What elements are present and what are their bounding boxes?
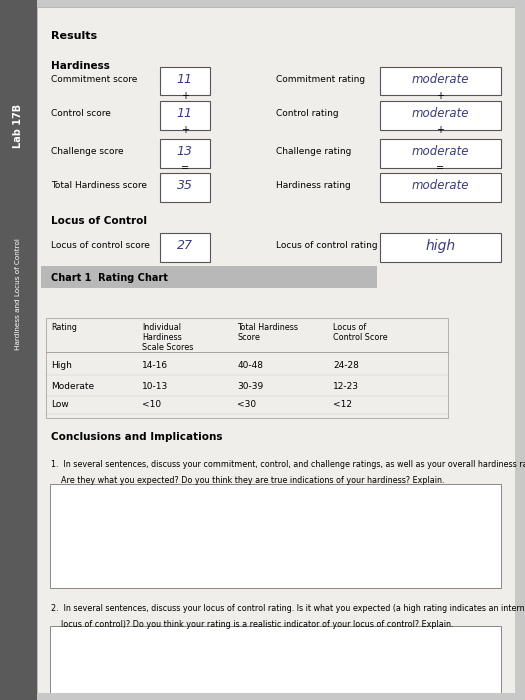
Text: 14-16: 14-16 [142,361,168,370]
Text: Commitment rating: Commitment rating [276,74,365,83]
Text: 11: 11 [177,107,193,120]
Text: =: = [436,163,445,173]
Text: Control rating: Control rating [276,108,338,118]
Text: 30-39: 30-39 [237,382,264,391]
Text: +: + [181,125,189,136]
Text: Lab 17B: Lab 17B [13,104,24,148]
Text: Rating: Rating [51,323,77,332]
FancyBboxPatch shape [380,233,501,262]
Text: Hardiness rating: Hardiness rating [276,181,350,190]
Text: High: High [51,361,72,370]
Text: locus of control)? Do you think your rating is a realistic indicator of your loc: locus of control)? Do you think your rat… [51,620,454,629]
Text: 2.  In several sentences, discuss your locus of control rating. Is it what you e: 2. In several sentences, discuss your lo… [51,604,525,612]
FancyBboxPatch shape [160,233,209,262]
FancyBboxPatch shape [380,173,501,202]
Text: Are they what you expected? Do you think they are true indications of your hardi: Are they what you expected? Do you think… [51,475,445,484]
FancyBboxPatch shape [380,66,501,95]
FancyBboxPatch shape [380,139,501,167]
Text: Locus of Control: Locus of Control [51,216,147,226]
Text: Challenge rating: Challenge rating [276,146,351,155]
FancyBboxPatch shape [50,484,501,588]
Text: 1.  In several sentences, discuss your commitment, control, and challenge rating: 1. In several sentences, discuss your co… [51,460,525,469]
Text: 12-23: 12-23 [333,382,359,391]
Text: Control score: Control score [51,108,111,118]
Text: Locus of
Control Score: Locus of Control Score [333,323,387,342]
Text: Locus of control rating: Locus of control rating [276,241,377,250]
Text: 40-48: 40-48 [237,361,264,370]
Text: moderate: moderate [412,73,469,85]
Text: Low: Low [51,400,69,410]
Text: Commitment score: Commitment score [51,74,138,83]
Text: +: + [436,91,445,101]
FancyBboxPatch shape [40,266,377,288]
Text: 10-13: 10-13 [142,382,168,391]
FancyBboxPatch shape [37,7,514,693]
Text: +: + [181,91,189,101]
FancyBboxPatch shape [50,626,501,700]
FancyBboxPatch shape [160,101,209,130]
Text: 13: 13 [177,145,193,158]
Text: Results: Results [51,31,97,41]
Text: Hardiness and Locus of Control: Hardiness and Locus of Control [15,238,22,350]
FancyBboxPatch shape [0,0,37,700]
Text: 11: 11 [177,73,193,85]
Text: Total Hardiness
Score: Total Hardiness Score [237,323,298,342]
Text: 24-28: 24-28 [333,361,359,370]
Text: Challenge score: Challenge score [51,146,124,155]
Text: Locus of control score: Locus of control score [51,241,150,250]
Text: Chart 1  Rating Chart: Chart 1 Rating Chart [51,273,168,283]
Text: 27: 27 [177,239,193,252]
Text: Total Hardiness score: Total Hardiness score [51,181,147,190]
Text: +: + [436,125,445,136]
Text: <10: <10 [142,400,161,410]
Text: moderate: moderate [412,145,469,158]
Text: 35: 35 [177,179,193,192]
Text: moderate: moderate [412,179,469,192]
FancyBboxPatch shape [160,173,209,202]
Text: Conclusions and Implications: Conclusions and Implications [51,433,223,442]
FancyBboxPatch shape [160,139,209,167]
Text: Individual
Hardiness
Scale Scores: Individual Hardiness Scale Scores [142,323,193,352]
Text: <30: <30 [237,400,257,410]
Text: =: = [181,163,189,173]
Text: Moderate: Moderate [51,382,94,391]
Text: moderate: moderate [412,107,469,120]
FancyBboxPatch shape [380,101,501,130]
FancyBboxPatch shape [160,66,209,95]
Text: <12: <12 [333,400,352,410]
Text: high: high [425,239,456,253]
Text: Hardiness: Hardiness [51,60,110,71]
